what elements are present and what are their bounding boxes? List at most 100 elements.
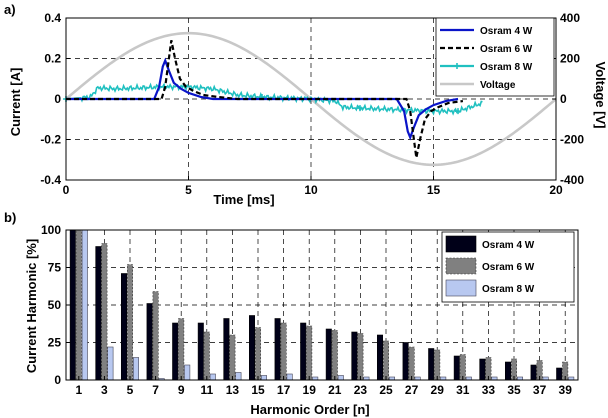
bar-osram-6-w-h7 <box>152 291 159 381</box>
bar-osram-6-w-h3 <box>101 243 108 381</box>
bar-osram-6-w-h13 <box>229 334 236 381</box>
chart-b-xtick-label: 35 <box>507 383 521 397</box>
chart-b-ytick-label: 0 <box>54 373 61 387</box>
legend-marker-osram-8w <box>454 63 460 69</box>
series-osram-8w-line <box>65 82 483 116</box>
bar-osram-6-w-h1 <box>75 229 82 381</box>
chart-a-xtick-label: 5 <box>185 183 192 197</box>
bar-osram-6-w-h19 <box>306 325 313 381</box>
bar-osram-8-w-h21 <box>337 375 344 381</box>
chart-b-xtick-label: 15 <box>251 383 265 397</box>
legend-label: Osram 8 W <box>482 284 535 295</box>
legend-swatch-osram-6-w <box>445 257 477 275</box>
chart-b-ytick-label: 75 <box>48 261 62 275</box>
bar-osram-6-w-h15 <box>255 327 262 381</box>
chart-a-y2tick-label: 400 <box>560 11 580 25</box>
chart-a-ytick-label: -0.2 <box>40 133 61 147</box>
chart-a-y2label: Voltage [V] <box>593 62 608 129</box>
bar-osram-8-w-h15 <box>260 375 267 381</box>
bar-osram-6-w-h37 <box>536 360 543 381</box>
chart-b-xtick-label: 19 <box>303 383 317 397</box>
chart-a-y2tick-label: 200 <box>560 52 580 66</box>
chart-b-xtick-label: 27 <box>405 383 419 397</box>
bar-osram-6-w-h9 <box>178 318 185 381</box>
chart-a-y2tick-label: 0 <box>560 92 567 106</box>
chart-b-ylabel: Current Harmonic [%] <box>24 239 39 373</box>
chart-b-xtick-label: 23 <box>354 383 368 397</box>
bar-osram-6-w-h5 <box>127 264 134 381</box>
chart-b-xtick-label: 5 <box>127 383 134 397</box>
chart-a-legend: Osram 4 W Osram 6 W Osram 8 W Voltage <box>435 17 555 97</box>
chart-b: b) 1 3 5 7 9 11 13 15 17 19 21 23 25 27 29 31 33 35 37 3902… <box>4 210 579 417</box>
bar-osram-4-w-h11 <box>197 322 204 381</box>
chart-a-y2tick-label: -200 <box>560 133 584 147</box>
chart-a-ytick-label: 0.2 <box>44 52 61 66</box>
chart-b-xlabel: Harmonic Order [n] <box>250 402 369 417</box>
bar-osram-4-w-h33 <box>479 358 486 381</box>
bar-osram-8-w-h13 <box>235 372 242 381</box>
chart-b-xtick-label: 1 <box>75 383 82 397</box>
chart-b-xtick-label: 3 <box>101 383 108 397</box>
chart-b-ytick-label: 25 <box>48 336 62 350</box>
bar-osram-6-w-h11 <box>203 331 210 381</box>
chart-b-xtick-label: 17 <box>277 383 291 397</box>
chart-b-axes: 1 3 5 7 9 11 13 15 17 19 21 23 25 27 29 31 33 35 37 3902550… <box>41 223 579 397</box>
legend-swatch-osram-8-w <box>445 279 477 297</box>
chart-a: a) 0 5 10 15 20 -0.4 -0.2 0 0.2 0.4 -400 -200 0 200 40… <box>4 2 608 207</box>
chart-b-xtick-label: 37 <box>533 383 547 397</box>
bar-osram-6-w-h29 <box>434 349 441 381</box>
chart-a-xtick-label: 15 <box>427 183 441 197</box>
chart-a-plot-area <box>63 31 557 167</box>
chart-b-xtick-label: 11 <box>200 383 213 397</box>
chart-a-xtick-label: 0 <box>63 183 70 197</box>
chart-b-ytick-label: 50 <box>48 298 62 312</box>
bar-osram-4-w-h5 <box>121 273 128 381</box>
chart-a-ytick-label: 0 <box>54 92 61 106</box>
legend-swatch-osram-4-w <box>445 235 477 253</box>
legend-label: Osram 4 W <box>480 26 533 37</box>
bar-osram-4-w-h23 <box>351 331 358 381</box>
chart-a-xtick-label: 10 <box>304 183 318 197</box>
bar-osram-6-w-h33 <box>485 357 492 381</box>
bar-osram-4-w-h29 <box>428 348 435 381</box>
chart-b-xtick-label: 33 <box>482 383 496 397</box>
bar-osram-4-w-h13 <box>223 318 230 381</box>
chart-b-xtick-label: 25 <box>379 383 393 397</box>
bar-osram-4-w-h15 <box>249 315 256 381</box>
chart-a-xtick-label: 20 <box>549 183 563 197</box>
chart-a-ytick-label: 0.4 <box>44 11 61 25</box>
chart-b-grid <box>66 230 578 380</box>
bar-osram-4-w-h37 <box>530 364 537 381</box>
bar-osram-4-w-h21 <box>325 328 332 381</box>
panel-label-b: b) <box>4 210 16 225</box>
chart-b-xtick-label: 7 <box>152 383 159 397</box>
legend-label: Voltage <box>480 80 516 91</box>
legend-label: Osram 8 W <box>480 62 533 73</box>
chart-b-xtick-label: 31 <box>456 383 470 397</box>
chart-b-xtick-label: 39 <box>559 383 573 397</box>
bar-osram-4-w-h19 <box>300 322 307 381</box>
bar-osram-8-w-h5 <box>133 357 140 381</box>
bar-osram-6-w-h21 <box>331 330 338 381</box>
legend-label: Osram 6 W <box>482 262 535 273</box>
chart-b-xtick-label: 29 <box>431 383 445 397</box>
bar-osram-8-w-h1 <box>81 229 88 381</box>
bar-osram-4-w-h27 <box>402 342 409 381</box>
panel-label-a: a) <box>4 2 16 17</box>
bar-osram-4-w-h3 <box>95 246 102 381</box>
chart-b-xtick-label: 13 <box>226 383 240 397</box>
series-osram-6w-line <box>66 40 464 158</box>
chart-b-xtick-label: 9 <box>178 383 185 397</box>
legend-label: Osram 6 W <box>480 44 533 55</box>
bar-osram-8-w-h11 <box>209 373 216 381</box>
bar-osram-8-w-h9 <box>184 364 191 381</box>
bar-osram-4-w-h1 <box>69 229 76 381</box>
bar-osram-4-w-h7 <box>146 303 153 381</box>
chart-b-legend: Osram 4 W Osram 6 W Osram 8 W <box>441 231 575 303</box>
bar-osram-6-w-h27 <box>408 346 415 381</box>
legend-label: Osram 4 W <box>482 240 535 251</box>
chart-a-xlabel: Time [ms] <box>213 192 274 207</box>
bar-osram-6-w-h31 <box>459 354 466 381</box>
chart-a-y2tick-label: -400 <box>560 173 584 187</box>
